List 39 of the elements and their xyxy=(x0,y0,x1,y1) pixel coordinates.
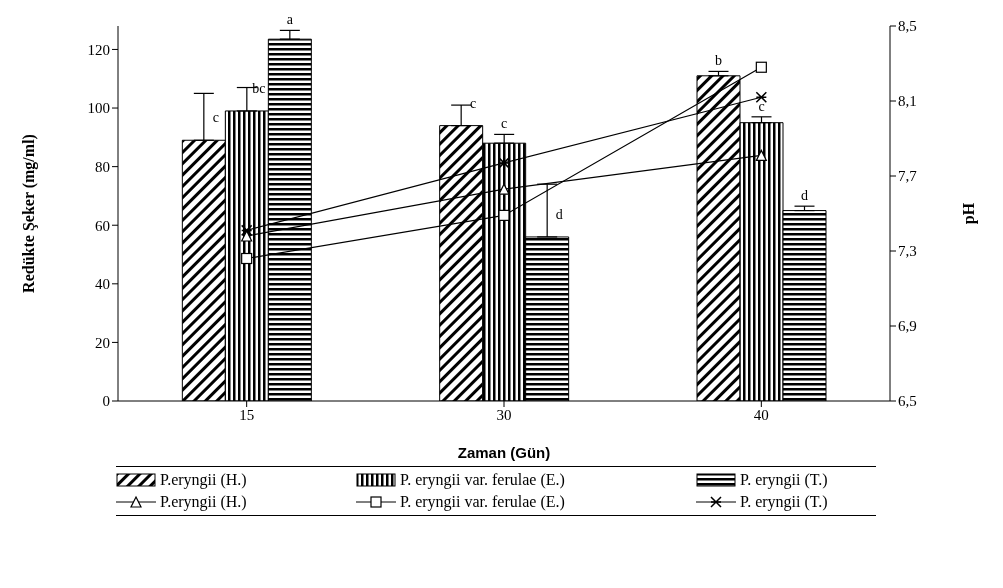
point xyxy=(240,224,253,237)
data-label: c xyxy=(501,116,508,132)
data-label: c xyxy=(758,98,765,114)
point xyxy=(241,252,253,265)
legend-label: P. eryngii (T.) xyxy=(740,471,828,489)
y-tick-label: 80 xyxy=(95,158,110,175)
data-label: d xyxy=(555,206,563,222)
x-tick-label: 30 xyxy=(496,406,512,423)
y2-tick-label: 8,5 xyxy=(898,18,917,35)
y2-axis-title: pH xyxy=(959,202,978,225)
y2-tick-label: 7,3 xyxy=(898,243,917,260)
legend-label: P. eryngii var. ferulae (E.) xyxy=(400,493,565,511)
y-axis-title: Redükte Şeker (mg/ml) xyxy=(19,134,38,293)
y-tick-label: 120 xyxy=(87,41,110,58)
data-label: a xyxy=(286,12,294,28)
legend-label: P.eryngii (H.) xyxy=(160,471,247,489)
y-tick-label: 0 xyxy=(102,393,110,410)
point xyxy=(755,91,768,103)
y2-tick-label: 7,7 xyxy=(898,168,918,185)
data-label: c xyxy=(212,110,219,126)
legend-label: P. eryngii (T.) xyxy=(740,493,828,511)
y2-tick-label: 6,9 xyxy=(898,318,917,335)
point xyxy=(755,61,767,73)
y2-tick-label: 6,5 xyxy=(898,393,917,410)
legend-label: P. eryngii var. ferulae (E.) xyxy=(400,471,565,489)
y-tick-label: 40 xyxy=(95,276,110,293)
data-label: b xyxy=(715,53,722,69)
x-axis-title: Zaman (Gün) xyxy=(457,444,551,461)
x-tick-label: 40 xyxy=(753,406,769,423)
x-tick-label: 15 xyxy=(239,406,255,423)
data-label: d xyxy=(801,188,808,204)
legend-label: P.eryngii (H.) xyxy=(160,493,247,511)
y-tick-label: 60 xyxy=(95,217,110,234)
data-label: bc xyxy=(252,80,266,96)
y2-tick-label: 8,1 xyxy=(898,93,917,110)
data-label: c xyxy=(470,95,477,111)
y-tick-label: 20 xyxy=(95,334,110,351)
y-tick-label: 100 xyxy=(87,100,110,117)
point xyxy=(498,209,510,221)
